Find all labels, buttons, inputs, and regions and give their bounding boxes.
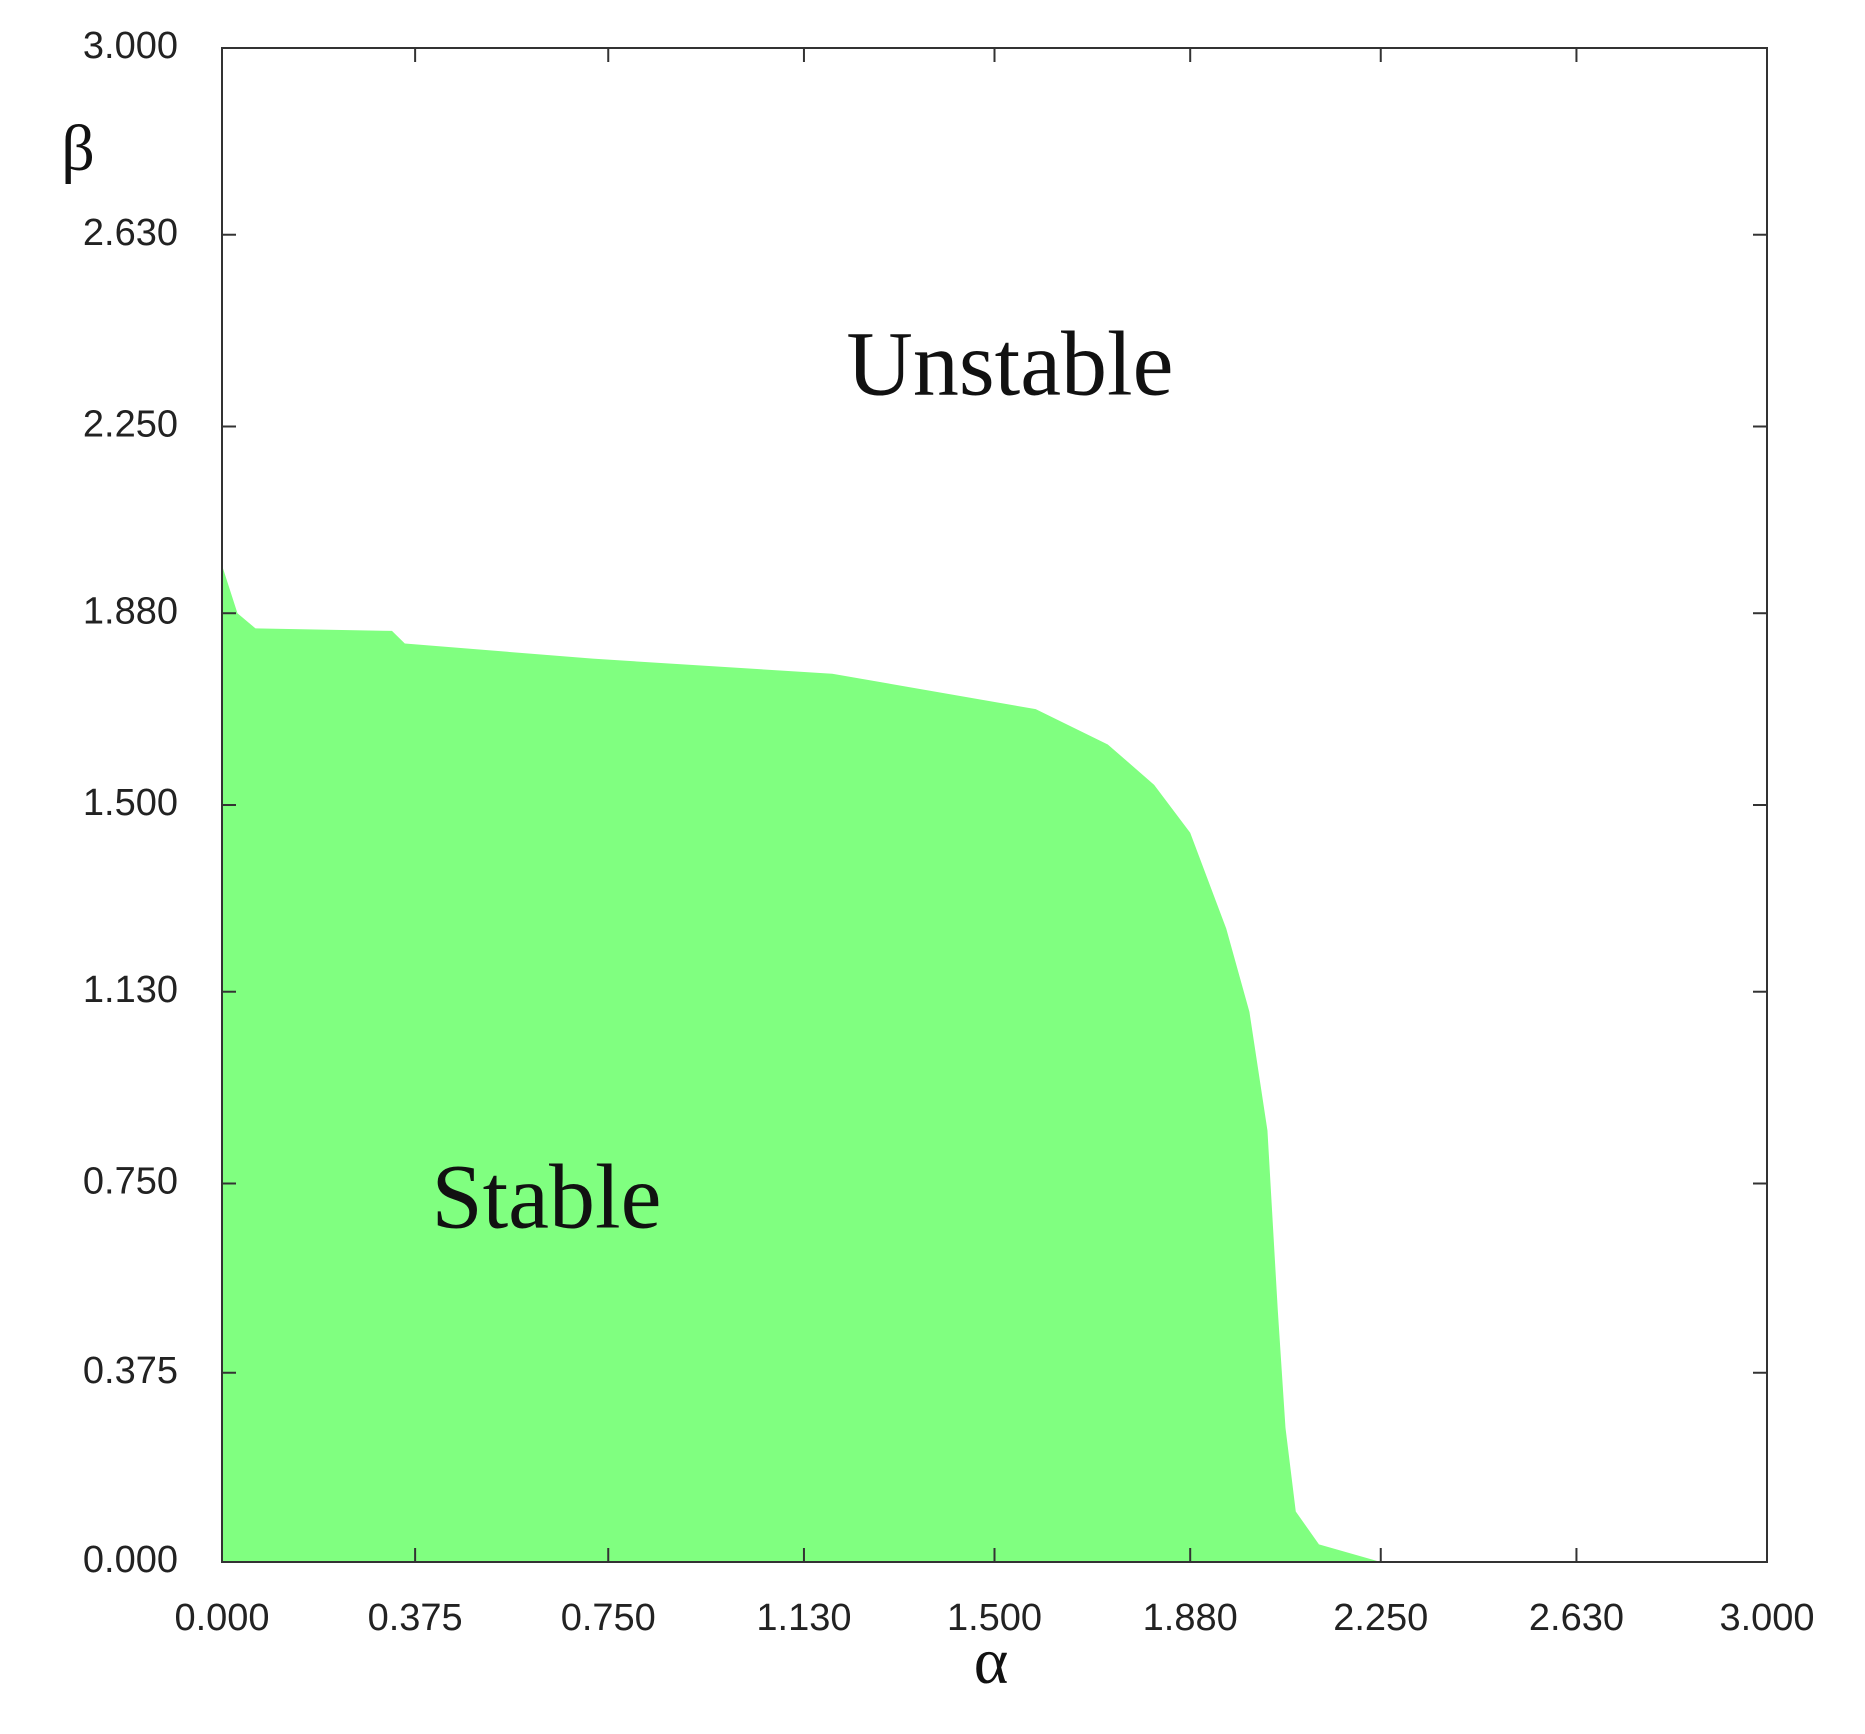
y-tick-label: 3.000 bbox=[83, 25, 178, 67]
x-tick-label: 2.250 bbox=[1333, 1597, 1428, 1639]
x-tick-label: 1.880 bbox=[1143, 1597, 1238, 1639]
region-label: Unstable bbox=[846, 313, 1173, 415]
y-tick-label: 1.130 bbox=[83, 969, 178, 1011]
x-tick-label: 0.375 bbox=[368, 1597, 463, 1639]
x-tick-label: 0.750 bbox=[561, 1597, 656, 1639]
x-tick-label: 3.000 bbox=[1719, 1597, 1814, 1639]
y-tick-label: 2.630 bbox=[83, 212, 178, 254]
y-tick-label: 0.000 bbox=[83, 1539, 178, 1581]
y-axis-label: β bbox=[61, 112, 95, 185]
stable-region bbox=[222, 565, 1381, 1562]
y-tick-label: 0.375 bbox=[83, 1350, 178, 1392]
region-label: Stable bbox=[431, 1145, 661, 1247]
x-tick-label: 1.130 bbox=[756, 1597, 851, 1639]
x-tick-label: 2.630 bbox=[1529, 1597, 1624, 1639]
y-tick-label: 0.750 bbox=[83, 1161, 178, 1203]
y-tick-label: 1.500 bbox=[83, 782, 178, 824]
y-tick-label: 2.250 bbox=[83, 404, 178, 446]
x-tick-label: 0.000 bbox=[174, 1597, 269, 1639]
x-axis-label: α bbox=[974, 1625, 1009, 1698]
y-tick-label: 1.880 bbox=[83, 590, 178, 632]
x-tick-label: 1.500 bbox=[947, 1597, 1042, 1639]
